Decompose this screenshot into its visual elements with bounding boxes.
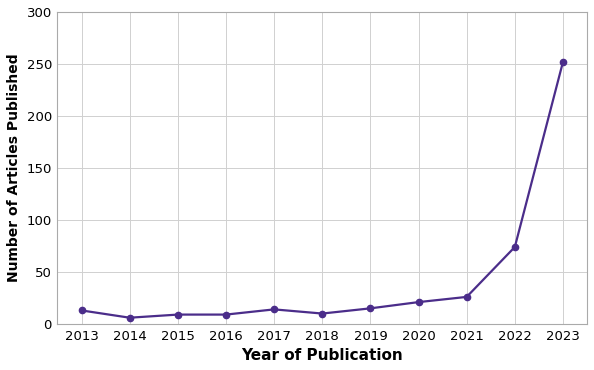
X-axis label: Year of Publication: Year of Publication	[241, 348, 403, 363]
Y-axis label: Number of Articles Published: Number of Articles Published	[7, 54, 21, 282]
